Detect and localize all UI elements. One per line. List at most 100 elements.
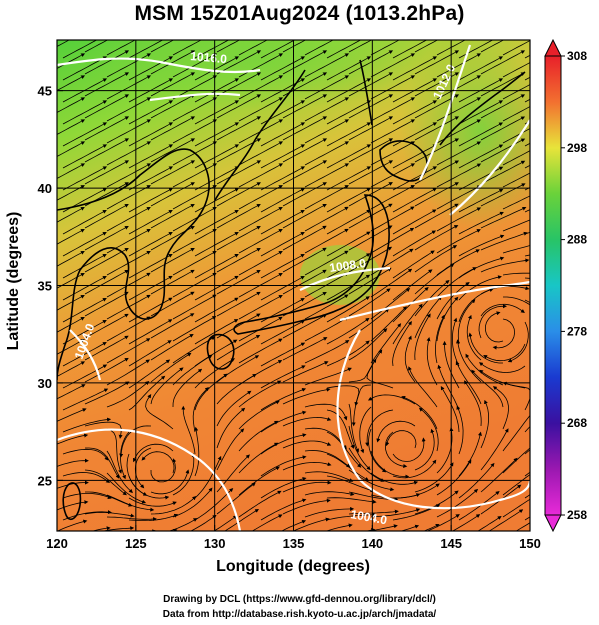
- streamline-166: [172, 487, 213, 518]
- streamline-34: [62, 231, 107, 257]
- streamline-313: [326, 40, 362, 59]
- x-tick-label-2: 130: [204, 536, 226, 551]
- x-tick-label-5: 145: [440, 536, 462, 551]
- streamline-321: [326, 209, 371, 235]
- streamline-369: [370, 206, 415, 232]
- streamline-475: [456, 405, 464, 455]
- streamline-319: [326, 166, 372, 191]
- streamline-201: [216, 203, 261, 229]
- streamline-264: [283, 7, 325, 30]
- streamline-47: [91, 526, 111, 531]
- streamline-370: [370, 227, 415, 254]
- colorbar-tick-label-3: 288: [567, 233, 587, 247]
- streamline-194: [216, 50, 262, 75]
- streamline-449: [408, 366, 438, 408]
- colorbar-tick-label-5: 308: [567, 49, 587, 63]
- streamline-212: [216, 428, 245, 471]
- streamline-412: [414, 94, 460, 119]
- streamline-86: [106, 316, 151, 342]
- streamline-480: [481, 7, 523, 30]
- isobar-low-center: [339, 280, 530, 322]
- streamline-362: [370, 53, 416, 78]
- streamline-324: [326, 274, 371, 301]
- streamline-188: [194, 426, 200, 477]
- streamline-262: [260, 498, 307, 521]
- streamline-295: [304, 163, 350, 188]
- streamline-258: [260, 410, 307, 433]
- isobar-label-northwest: 1016.0: [190, 49, 228, 66]
- streamline-260: [260, 455, 307, 477]
- streamline-522: [492, 386, 509, 430]
- streamline-513: [502, 219, 530, 232]
- streamline-169: [194, 40, 230, 59]
- streamline-269: [282, 116, 328, 141]
- streamline-129: [150, 203, 195, 229]
- chart-title: MSM 15Z01Aug2024 (1013.2hPa): [134, 2, 465, 25]
- streamline-56: [84, 182, 129, 207]
- y-tick-label-2: 35: [38, 279, 52, 294]
- streamline-15: [57, 339, 85, 355]
- streamline-5: [57, 119, 86, 135]
- streamline-179: [194, 253, 239, 279]
- streamline-310: [304, 506, 355, 518]
- streamline-414: [414, 138, 460, 163]
- streamline-474: [440, 385, 460, 433]
- streamline-245: [260, 122, 306, 147]
- streamline-38: [62, 319, 107, 345]
- streamline-3: [57, 75, 86, 91]
- streamline-527: [515, 522, 530, 531]
- streamline-288: [305, 10, 347, 33]
- streamline-239: [251, 514, 283, 531]
- streamline-254: [260, 320, 305, 345]
- streamline-498: [463, 380, 482, 427]
- streamline-409: [414, 40, 439, 53]
- streamline-8: [57, 185, 85, 201]
- streamline-232: [238, 360, 283, 386]
- streamline-240: [261, 13, 303, 36]
- y-tick-label-1: 30: [38, 376, 52, 391]
- streamline-276: [282, 269, 327, 295]
- streamline-294: [304, 141, 350, 166]
- streamline-410: [414, 50, 460, 75]
- streamline-481: [480, 40, 505, 53]
- streamline-265: [282, 40, 307, 53]
- streamline-195: [216, 72, 262, 97]
- streamline-371: [370, 248, 414, 276]
- streamline-436: [436, 97, 482, 122]
- streamline-301: [304, 294, 349, 320]
- streamline-148: [172, 97, 218, 122]
- streamline-175: [194, 166, 240, 191]
- streamline-368: [370, 185, 415, 210]
- streamline-323: [326, 253, 371, 279]
- streamline-517: [492, 318, 516, 350]
- streamline-386: [392, 56, 438, 81]
- streamline-256: [260, 365, 306, 389]
- streamline-334: [326, 512, 377, 521]
- isobar-northwest: [57, 57, 261, 74]
- streamline-0: [41, 10, 83, 33]
- streamline-336: [349, 7, 391, 30]
- streamline-44: [62, 472, 111, 483]
- streamline-524: [502, 447, 530, 474]
- streamline-70: [84, 511, 135, 518]
- streamline-137: [150, 367, 184, 405]
- streamline-545: [502, 381, 530, 411]
- streamline-266: [282, 50, 328, 75]
- streamline-224: [238, 185, 283, 210]
- streamline-1: [57, 40, 70, 47]
- streamline-174: [194, 144, 240, 169]
- streamline-400: [366, 358, 394, 389]
- streamline-499: [480, 399, 490, 449]
- streamline-270: [282, 138, 328, 163]
- colorbar-body: [544, 55, 562, 516]
- streamline-322: [326, 231, 371, 257]
- streamline-170: [194, 56, 240, 81]
- streamline-244: [260, 100, 306, 125]
- streamline-367: [370, 163, 416, 188]
- streamline-85: [106, 294, 151, 320]
- streamline-196: [216, 94, 262, 119]
- streamline-211: [216, 407, 246, 449]
- streamline-200: [216, 182, 261, 207]
- streamline-121: [150, 40, 175, 53]
- streamline-158: [172, 316, 217, 342]
